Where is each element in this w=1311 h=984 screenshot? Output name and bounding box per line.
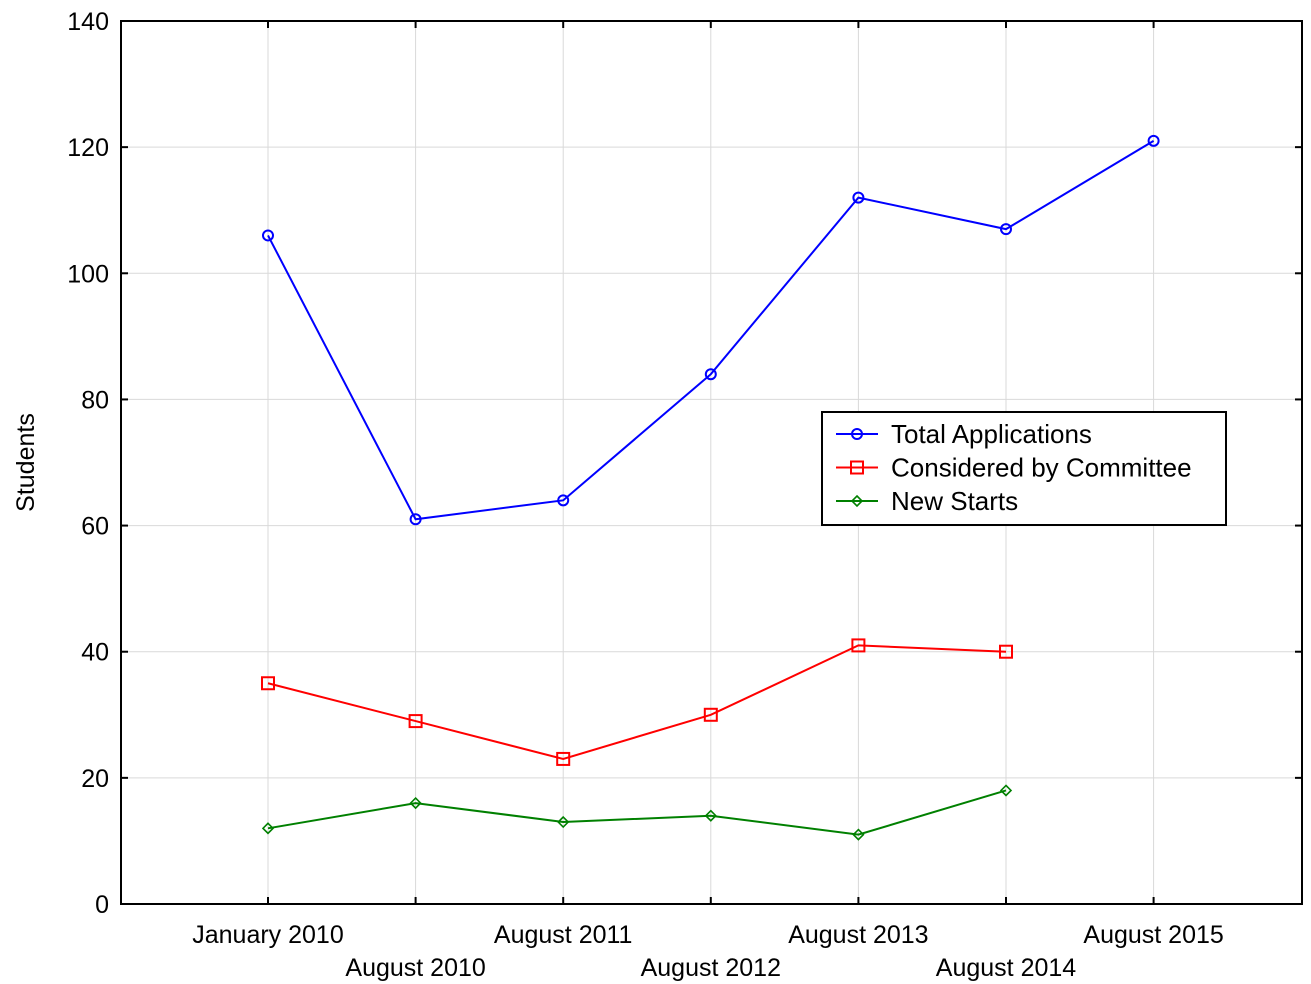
x-tick-label: August 2014 bbox=[936, 954, 1076, 982]
data-point bbox=[409, 796, 422, 810]
series-considered-by-committee bbox=[261, 638, 1013, 766]
series-line bbox=[267, 789, 1007, 836]
data-point bbox=[852, 828, 865, 841]
legend-item: New Starts bbox=[836, 486, 1018, 516]
legend-box bbox=[821, 411, 1227, 526]
data-point bbox=[556, 751, 571, 766]
series-line bbox=[267, 139, 1155, 521]
legend-marker bbox=[850, 460, 864, 475]
data-point bbox=[261, 676, 275, 691]
legend-marker bbox=[851, 428, 863, 440]
series-line bbox=[267, 644, 1007, 760]
x-tick-label: August 2010 bbox=[345, 954, 485, 982]
legend: Total Applications Considered by Committe… bbox=[821, 411, 1227, 526]
y-tick-label: 0 bbox=[95, 891, 109, 919]
data-point bbox=[408, 714, 423, 729]
data-point bbox=[852, 191, 865, 204]
data-point bbox=[261, 822, 275, 835]
y-tick-label: 60 bbox=[81, 513, 109, 541]
y-axis-title: Students bbox=[12, 413, 40, 512]
legend-label: Considered by Committee bbox=[891, 453, 1192, 483]
series-layer bbox=[261, 134, 1160, 841]
data-point bbox=[703, 707, 718, 722]
y-tick-labels: 0 20 40 60 80 100 120 140 bbox=[67, 8, 109, 919]
y-tick-label: 80 bbox=[81, 386, 109, 414]
data-point bbox=[999, 784, 1013, 797]
series-total-applications bbox=[262, 134, 1160, 526]
data-point bbox=[999, 644, 1013, 659]
data-point bbox=[262, 229, 274, 242]
legend-label: Total Applications bbox=[891, 419, 1092, 449]
x-tick-label: August 2015 bbox=[1083, 921, 1223, 949]
data-point bbox=[557, 815, 570, 829]
data-point bbox=[409, 513, 422, 526]
x-tick-label: August 2011 bbox=[494, 921, 633, 949]
data-point bbox=[1000, 223, 1012, 236]
legend-item: Total Applications bbox=[836, 419, 1092, 449]
axis-ticks bbox=[121, 20, 1302, 905]
x-tick-label: January 2010 bbox=[192, 921, 344, 949]
x-tick-label: August 2012 bbox=[641, 954, 781, 982]
series-new-starts bbox=[261, 784, 1013, 841]
y-tick-label: 140 bbox=[67, 8, 109, 36]
y-tick-label: 20 bbox=[81, 765, 109, 793]
x-tick-label: August 2013 bbox=[788, 921, 928, 949]
y-tick-label: 40 bbox=[81, 639, 109, 667]
y-tick-label: 120 bbox=[67, 134, 109, 162]
legend-label: New Starts bbox=[891, 486, 1018, 516]
legend-marker bbox=[850, 494, 864, 508]
data-point bbox=[851, 638, 866, 653]
data-point bbox=[1147, 134, 1160, 147]
data-point bbox=[557, 494, 570, 507]
data-point bbox=[704, 368, 717, 381]
y-tick-label: 100 bbox=[67, 260, 109, 288]
data-point bbox=[704, 809, 717, 822]
legend-item: Considered by Committee bbox=[836, 453, 1192, 483]
